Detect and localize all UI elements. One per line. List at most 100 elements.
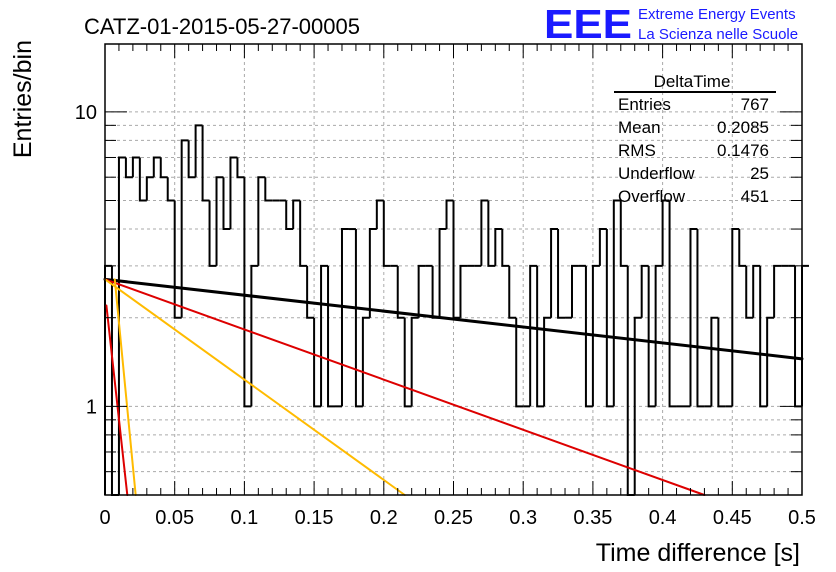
histogram-bin — [773, 264, 782, 318]
histogram-bin — [515, 317, 524, 408]
histogram-bin — [605, 229, 614, 408]
axis-ticks: 0 0.05 0.1 0.15 0.2 0.25 0.3 0.35 0.4 0.45 0.5 1 10 — [75, 44, 816, 529]
histogram-bin — [361, 316, 370, 407]
histogram-bin — [661, 199, 670, 266]
histogram-bin — [236, 157, 245, 179]
histogram-bin — [536, 265, 545, 408]
histogram-bin — [550, 228, 559, 318]
histogram-bin — [180, 139, 189, 318]
histogram-bin — [313, 317, 322, 408]
histogram-bin — [529, 264, 538, 407]
histogram-bin — [403, 317, 412, 408]
histogram-bin — [159, 157, 168, 179]
histogram-bin — [152, 156, 161, 178]
histogram-bin — [431, 265, 440, 319]
histogram-bin — [354, 229, 363, 408]
fit-curve — [105, 304, 129, 496]
x-tick-label: 0.2 — [370, 507, 398, 529]
histogram-bin — [794, 265, 802, 408]
histogram-bin — [131, 156, 140, 178]
histogram-bin — [745, 265, 754, 319]
histogram-bin — [619, 200, 628, 267]
histogram-series — [104, 124, 809, 496]
histogram-bin — [285, 200, 294, 231]
x-tick-label: 0.05 — [155, 507, 194, 529]
fit-curve — [113, 278, 137, 496]
histogram-bin — [445, 199, 454, 230]
x-tick-label: 0.5 — [788, 507, 816, 529]
histogram-bin — [501, 229, 510, 267]
histogram-bin — [222, 177, 231, 231]
histogram-bin — [166, 177, 175, 202]
histogram-bin — [292, 199, 301, 230]
histogram-bin — [591, 264, 600, 407]
histogram-bin — [508, 265, 517, 319]
stats-value-entries: 767 — [741, 95, 769, 114]
stats-label-underflow: Underflow — [618, 164, 695, 183]
histogram-bin — [612, 199, 621, 407]
stats-value-mean: 0.2085 — [717, 118, 769, 137]
eee-logo-mark: EEE — [544, 1, 632, 47]
histogram-bin — [320, 264, 329, 407]
histogram-bin — [340, 228, 349, 407]
histogram-bin — [396, 265, 405, 319]
histogram-bin — [640, 264, 649, 318]
histogram-bin — [731, 228, 740, 407]
histogram-bin — [543, 316, 552, 407]
x-axis-label: Time difference [s] — [596, 539, 800, 567]
histogram-bin — [410, 316, 419, 407]
histogram-bin — [215, 176, 224, 266]
histogram-bin — [626, 265, 635, 496]
x-tick-label: 0.15 — [295, 507, 334, 529]
x-tick-label: 0.3 — [509, 507, 537, 529]
stats-value-rms: 0.1476 — [717, 141, 769, 160]
histogram-bin — [647, 265, 656, 408]
x-tick-label: 0.1 — [230, 507, 258, 529]
stats-label-mean: Mean — [618, 118, 661, 137]
histogram-bin — [145, 176, 154, 201]
histogram-bin — [459, 264, 468, 318]
histogram-bin — [299, 200, 308, 267]
histogram-bin — [759, 265, 768, 408]
histogram-bin — [208, 200, 217, 267]
stats-box-title: DeltaTime — [654, 72, 731, 91]
histogram-bin — [306, 265, 315, 319]
x-tick-label: 0.25 — [434, 507, 473, 529]
histogram-bin — [250, 264, 259, 407]
histogram-bin — [696, 229, 705, 408]
eee-logo-line2: La Scienza nelle Scuole — [638, 26, 798, 43]
x-tick-label: 0.45 — [713, 507, 752, 529]
histogram-bin — [766, 316, 775, 407]
histogram-bin — [738, 229, 747, 267]
chart-title: CATZ-01-2015-05-27-00005 — [84, 14, 360, 39]
x-tick-label: 0 — [99, 507, 110, 529]
y-tick-label: 10 — [75, 102, 97, 124]
histogram-bin — [257, 176, 266, 266]
histogram-bin — [654, 264, 663, 407]
histogram-bin — [633, 316, 642, 495]
histogram-bin — [487, 200, 496, 267]
stats-label-entries: Entries — [618, 95, 671, 114]
histogram-bin — [717, 317, 726, 408]
fit-curve — [104, 278, 406, 496]
y-tick-label: 1 — [86, 396, 97, 418]
histogram-bin — [438, 228, 447, 318]
histogram-bin — [194, 124, 203, 178]
stats-value-overflow: 451 — [741, 187, 769, 206]
fit-curve — [103, 277, 804, 361]
eee-logo: EEE Extreme Energy Events La Scienza nel… — [544, 1, 798, 47]
histogram-bin — [801, 264, 809, 407]
histogram-bin — [752, 264, 761, 318]
histogram-bin — [201, 125, 210, 202]
histogram-bin — [557, 229, 566, 319]
histogram-bin — [710, 316, 719, 407]
histogram-bin — [187, 140, 196, 179]
histogram-bin — [570, 264, 579, 318]
histogram-bin — [264, 177, 273, 202]
histogram-bin — [243, 177, 252, 408]
histogram-bin — [375, 199, 384, 230]
histogram-bin — [173, 200, 182, 319]
histogram-bin — [138, 157, 147, 202]
histogram-bin — [668, 200, 677, 408]
x-tick-label: 0.4 — [649, 507, 677, 529]
